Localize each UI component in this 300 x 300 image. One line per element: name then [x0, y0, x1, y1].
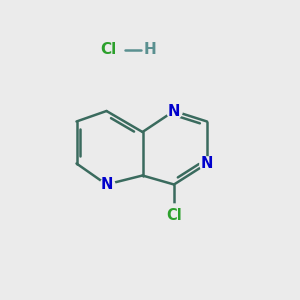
Text: Cl: Cl [166, 208, 182, 224]
Text: N: N [201, 156, 213, 171]
Text: H: H [144, 42, 156, 57]
Text: N: N [100, 177, 113, 192]
Text: N: N [168, 103, 180, 118]
Text: Cl: Cl [100, 42, 116, 57]
